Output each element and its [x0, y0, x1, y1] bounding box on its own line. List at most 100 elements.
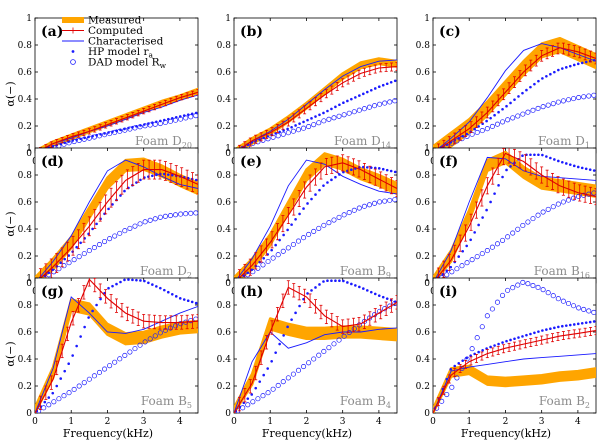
series-hp-point [493, 344, 496, 347]
series-dad-point [505, 287, 511, 293]
y-tick-label: 0.2 [18, 382, 32, 392]
series-hp-point [545, 328, 548, 331]
series-dad-point [51, 399, 57, 405]
series-hp-point [286, 325, 289, 329]
series-hp-point [389, 169, 393, 173]
series-dad-point [550, 101, 556, 107]
series-hp-point [174, 295, 178, 298]
series-dad-point [101, 238, 108, 245]
series-hp-point [342, 101, 345, 105]
series-hp-point [588, 320, 592, 324]
series-hp-point [75, 245, 78, 249]
series-hp-point [509, 338, 512, 342]
series-dad-point [560, 298, 566, 304]
series-hp-point [298, 212, 301, 216]
series-dad-point [265, 390, 271, 396]
series-hp-point [274, 243, 277, 247]
series-dad-point [351, 109, 357, 115]
series-dad-point [555, 201, 561, 207]
series-dad-point [275, 382, 281, 389]
x-tick-label: 4 [376, 417, 382, 427]
series-dad-point [240, 405, 246, 411]
series-dad-point [525, 219, 531, 225]
series-hp-point [385, 168, 389, 172]
y-tick-label: 0.2 [416, 382, 430, 392]
series-dad-point [449, 269, 455, 275]
series-hp-point [127, 278, 130, 281]
foam-name: Foam B [141, 394, 187, 408]
foam-name: Foam B [340, 264, 386, 278]
series-dad-point [300, 125, 307, 131]
series-hp-point [294, 217, 297, 221]
y-tick-label: 0.6 [217, 68, 232, 78]
series-dad-point [525, 281, 531, 287]
series-dad-point [316, 225, 322, 231]
series-hp-point [377, 85, 381, 89]
series-hp-point [513, 337, 516, 341]
series-hp-point [159, 286, 162, 290]
series-hp-point [318, 283, 321, 286]
y-tick-label: 1 [225, 144, 231, 154]
y-tick-label: 0 [424, 149, 430, 159]
series-hp-point [373, 166, 377, 170]
series-hp-point [79, 335, 82, 338]
series-hp-point [139, 279, 142, 282]
series-dad-point [474, 129, 480, 136]
series-hp-point [521, 335, 524, 338]
series-dad-point [183, 211, 189, 217]
series-dad-point [86, 376, 92, 382]
series-hp-point [568, 323, 572, 327]
series-hp-point [246, 397, 250, 400]
series-dad-point [459, 263, 465, 269]
y-tick-label: 0 [424, 279, 430, 289]
series-hp-point [354, 284, 357, 287]
x-tick-label: 1 [68, 417, 74, 427]
series-hp-point [576, 62, 580, 66]
plot-frame [233, 17, 398, 154]
series-dad-point [167, 118, 174, 124]
series-dad-point [275, 133, 281, 139]
series-hp-point [131, 278, 134, 282]
series-dad-point [137, 124, 143, 130]
series-dad-point [505, 234, 511, 240]
series-dad-point [439, 398, 445, 404]
series-hp-point [254, 386, 258, 390]
y-tick-label: 0.2 [217, 252, 231, 262]
series-dad-point [331, 217, 337, 223]
series-hp-point [580, 321, 584, 325]
y-tick-label: 1 [225, 274, 231, 284]
series-dad-point [515, 226, 521, 232]
y-tick-label: 0.8 [217, 171, 232, 181]
series-hp-point [557, 68, 560, 72]
series-dad-point [270, 255, 276, 261]
series-dad-point [280, 379, 286, 385]
series-hp-point [170, 292, 174, 296]
y-tick-label: 0.4 [18, 95, 33, 105]
series-hp-point [497, 184, 500, 187]
series-hp-point [541, 77, 544, 80]
series-measured-band [234, 317, 397, 413]
y-tick-label: 0 [225, 149, 231, 159]
series-hp-point [568, 64, 572, 68]
series-dad-point [76, 137, 82, 143]
series-dad-point [280, 131, 286, 137]
series-hp-point [346, 99, 349, 103]
series-dad-point [581, 192, 587, 198]
series-dad-point [142, 123, 148, 129]
y-tick-label: 0.8 [18, 171, 33, 181]
series-dad-point [285, 245, 291, 251]
series-dad-point [565, 197, 572, 203]
series-dad-point [331, 341, 337, 347]
series-hp-point [326, 279, 329, 283]
series-hp-point [258, 380, 262, 383]
series-dad-point [540, 209, 546, 215]
series-dad-point [499, 119, 506, 125]
series-dad-point [172, 212, 179, 218]
foam-label: Foam B2 [539, 394, 590, 410]
series-hp-point [322, 280, 325, 283]
panel-letter: (a) [41, 24, 63, 40]
series-dad-point [346, 210, 352, 216]
